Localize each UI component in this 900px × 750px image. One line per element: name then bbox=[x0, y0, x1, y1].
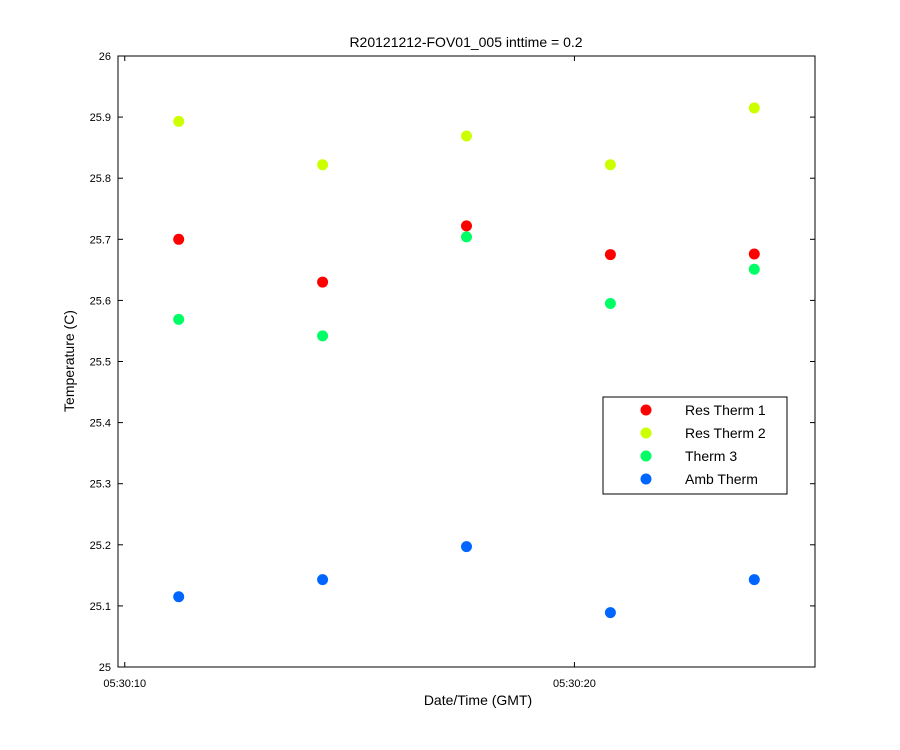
legend-box bbox=[602, 396, 788, 495]
point-therm-3 bbox=[173, 313, 185, 325]
y-axis-label: Temperature (C) bbox=[61, 310, 77, 412]
chart-title: R20121212-FOV01_005 inttime = 0.2 bbox=[349, 34, 582, 50]
point-res-therm-1 bbox=[173, 233, 185, 245]
y-tick-label: 25.2 bbox=[90, 540, 111, 552]
x-tick-label: 05:30:10 bbox=[103, 678, 146, 690]
legend-marker-res-therm-2 bbox=[640, 427, 652, 439]
x-axis-label: Date/Time (GMT) bbox=[424, 692, 532, 708]
point-amb-therm bbox=[604, 607, 616, 619]
point-res-therm-1 bbox=[604, 249, 616, 261]
point-therm-3 bbox=[317, 330, 329, 342]
point-res-therm-2 bbox=[604, 159, 616, 171]
legend-label-res-therm-1: Res Therm 1 bbox=[685, 402, 766, 418]
point-res-therm-1 bbox=[461, 220, 472, 232]
point-therm-3 bbox=[604, 297, 616, 309]
y-tick-label: 25.5 bbox=[90, 357, 111, 369]
point-therm-3 bbox=[461, 231, 472, 243]
x-tick-label: 05:30:20 bbox=[553, 678, 596, 690]
point-amb-therm bbox=[748, 574, 760, 586]
y-tick-label: 25.7 bbox=[90, 234, 111, 246]
legend-label-therm-3: Therm 3 bbox=[685, 448, 737, 464]
point-amb-therm bbox=[461, 541, 472, 553]
legend-label-res-therm-2: Res Therm 2 bbox=[685, 425, 766, 441]
point-res-therm-2 bbox=[317, 159, 329, 171]
y-tick-label: 25.1 bbox=[90, 601, 111, 613]
y-tick-label: 25.9 bbox=[90, 112, 111, 124]
legend-marker-therm-3 bbox=[640, 450, 652, 462]
legend-marker-amb-therm bbox=[640, 473, 652, 485]
y-tick-label: 25.4 bbox=[90, 418, 111, 430]
point-res-therm-1 bbox=[748, 248, 760, 260]
data-points bbox=[173, 102, 760, 619]
point-res-therm-2 bbox=[748, 102, 760, 114]
legend-marker-res-therm-1 bbox=[640, 404, 652, 416]
y-tick-label: 25.6 bbox=[90, 295, 111, 307]
y-tick-label: 25.3 bbox=[90, 479, 111, 491]
y-tick-label: 25.8 bbox=[90, 173, 111, 185]
axis-ticks: 25 25.1 25.2 25.3 25.4 25.5 25.6 25.7 25.8 25.9 26… bbox=[90, 51, 815, 690]
point-therm-3 bbox=[748, 263, 760, 275]
plot-area bbox=[117, 55, 816, 668]
legend-label-amb-therm: Amb Therm bbox=[685, 471, 758, 487]
y-tick-label: 26 bbox=[99, 51, 111, 63]
y-tick-label: 25 bbox=[99, 662, 111, 674]
point-res-therm-2 bbox=[461, 130, 472, 142]
point-res-therm-2 bbox=[173, 115, 185, 127]
point-res-therm-1 bbox=[317, 276, 329, 288]
point-amb-therm bbox=[317, 574, 329, 586]
point-amb-therm bbox=[173, 591, 185, 603]
legend: Res Therm 1 Res Therm 2 Therm 3 Amb Therm bbox=[602, 396, 788, 495]
